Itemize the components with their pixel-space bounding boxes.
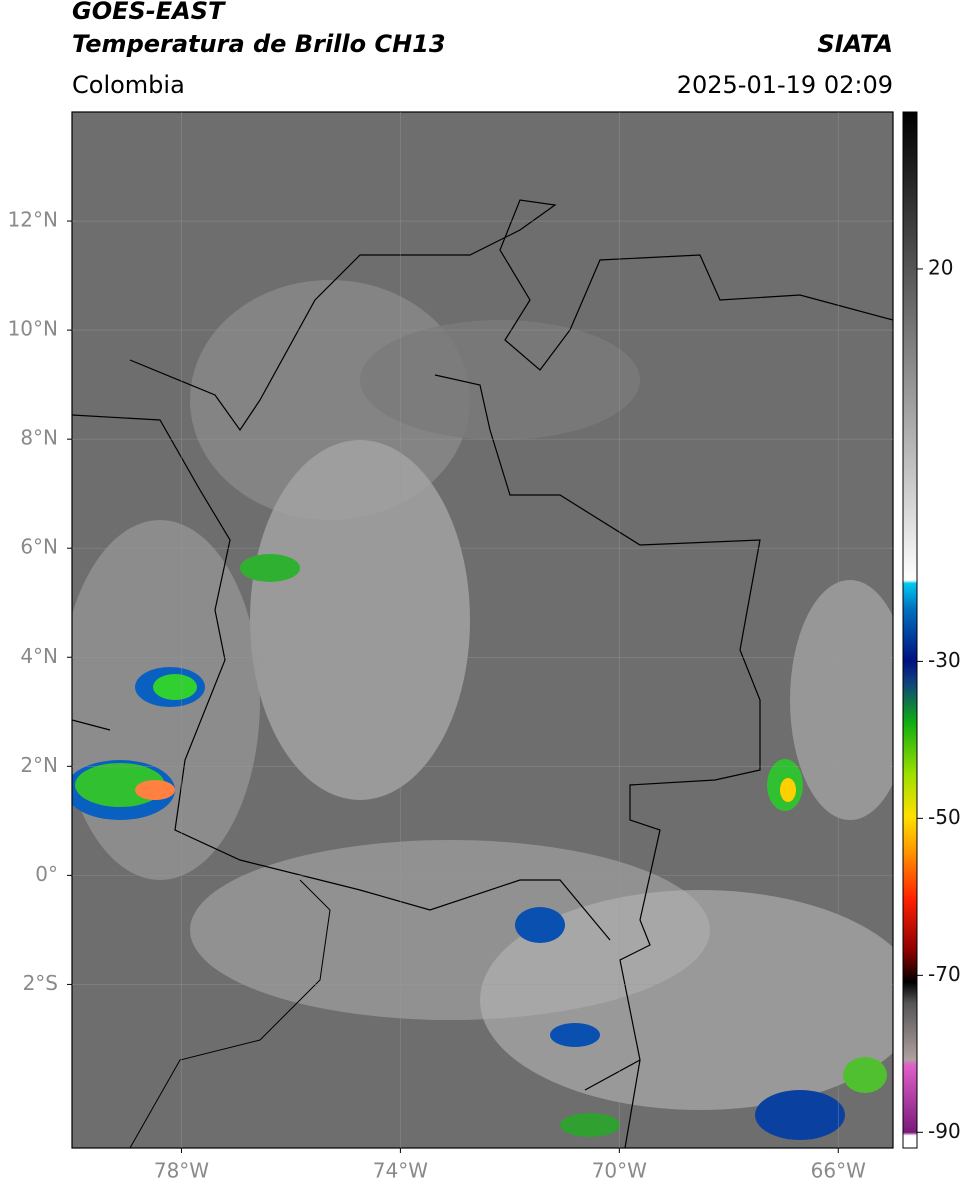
region: Colombia: [72, 71, 185, 99]
map-frame: [71, 111, 894, 1149]
x-tick-label: 74°W: [373, 1159, 428, 1183]
colorbar-tick-label: -70: [928, 962, 961, 986]
source: SIATA: [817, 30, 893, 58]
colorbar: [902, 111, 918, 1149]
satellite-image: [72, 112, 893, 1148]
y-tick-label: 10°N: [8, 317, 58, 341]
y-tick-label: 12°N: [8, 208, 58, 232]
y-tick-label: 2°N: [20, 753, 58, 777]
colorbar-tick-label: 20: [928, 255, 953, 279]
title: Temperatura de Brillo CH13: [72, 30, 446, 58]
y-tick-label: 8°N: [20, 426, 58, 450]
colorbar-tick-label: -50: [928, 805, 961, 829]
y-tick-label: 2°S: [23, 971, 58, 995]
colorbar-tick-label: -90: [928, 1119, 961, 1143]
y-tick-label: 6°N: [20, 535, 58, 559]
x-tick-label: 66°W: [811, 1159, 866, 1183]
colorbar-tick-label: -30: [928, 648, 961, 672]
x-tick-label: 78°W: [154, 1159, 209, 1183]
title: GOES-EAST: [72, 0, 226, 25]
datetime: 2025-01-19 02:09: [677, 71, 893, 99]
y-tick-label: 4°N: [20, 644, 58, 668]
y-tick-label: 0°: [35, 862, 58, 886]
x-tick-label: 70°W: [592, 1159, 647, 1183]
